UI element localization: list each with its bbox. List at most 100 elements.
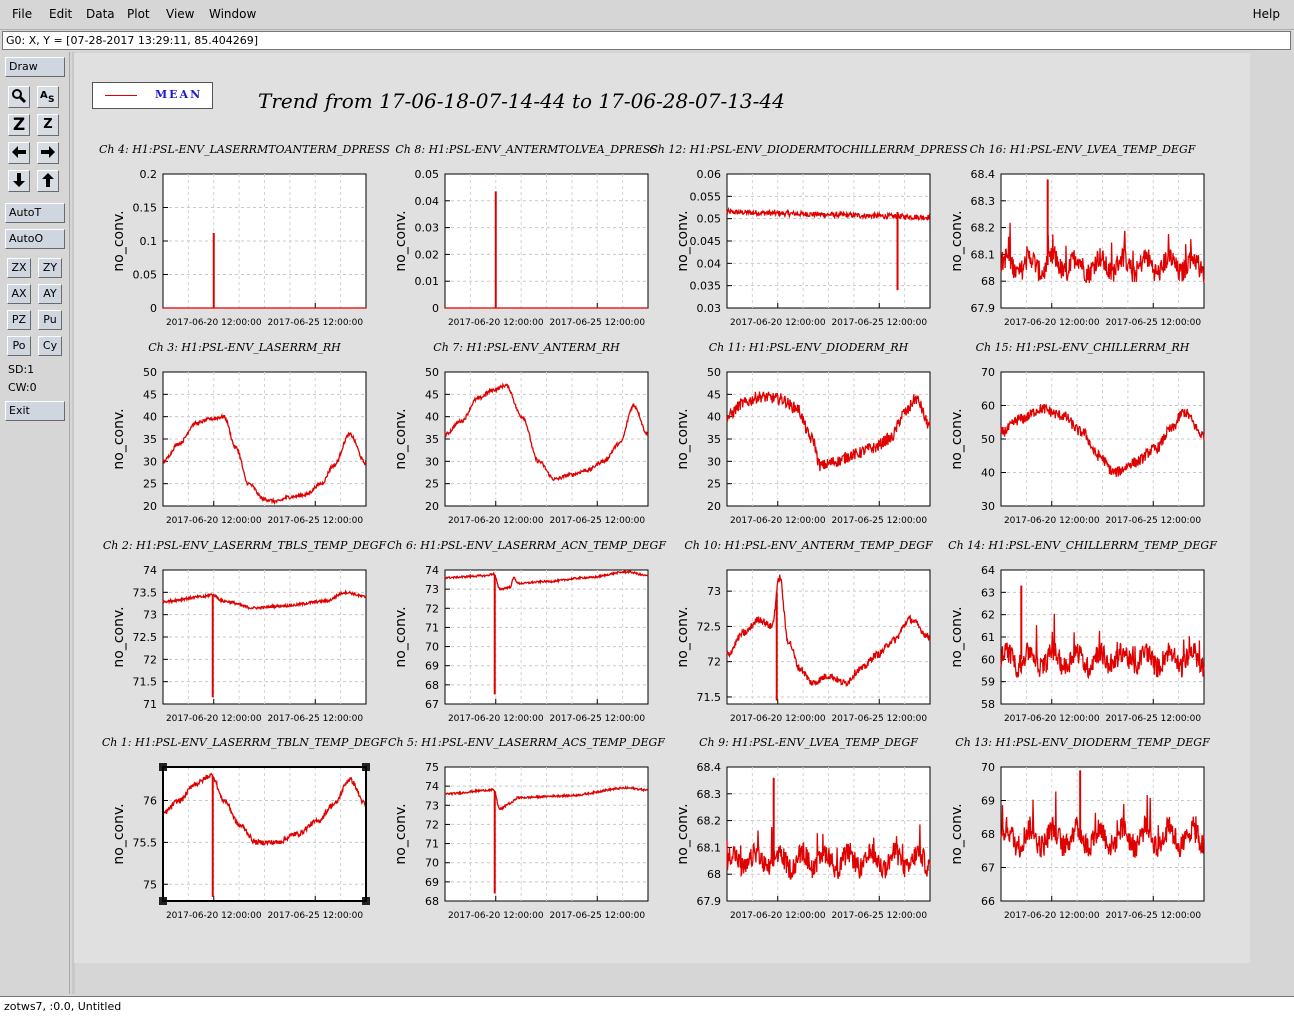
y-axis-label: no_conv.	[111, 803, 127, 864]
y-tick-label: 0.04	[415, 195, 440, 208]
y-tick-label: 0.05	[415, 168, 440, 181]
sd-label: SD:1	[8, 363, 35, 376]
trend-plot-4[interactable]: 67.9 68 68.1 68.2 68.3 68.4 2017-06-20 12:00:0…	[949, 143, 1205, 328]
trend-plot-9[interactable]: 71 71.5 72 72.5 73 73.5 74 2017-06-20 12:00:00 2…	[103, 539, 387, 724]
y-tick-label: 25	[707, 478, 721, 491]
cursor-status-line: G0: X, Y = [07-28-2017 13:29:11, 85.4042…	[2, 31, 1291, 50]
cy-button[interactable]: Cy	[38, 336, 62, 356]
x-tick-label: 2017-06-25 12:00:00	[267, 318, 363, 328]
menu-data[interactable]: Data	[86, 7, 115, 21]
trend-plot-3[interactable]: 0.03 0.035 0.04 0.045 0.05 0.055 0.06 2017-06-2…	[649, 143, 968, 328]
panel-divider[interactable]	[72, 52, 75, 994]
y-tick-label: 25	[425, 478, 439, 491]
plot-title: Ch 6: H1:PSL-ENV_LASERRM_ACN_TEMP_DEGF	[387, 539, 666, 552]
trend-plot-15[interactable]: 67.9 68 68.1 68.2 68.3 68.4 2017-06-20 12:00:0…	[675, 736, 931, 921]
y-axis-label: no_conv.	[393, 408, 409, 469]
y-tick-label: 50	[143, 366, 157, 379]
legend-label: MEAN	[155, 88, 203, 101]
magnify-icon[interactable]	[8, 86, 30, 108]
arrow-down-icon[interactable]	[8, 170, 30, 192]
series-line-mean	[726, 391, 931, 472]
zy-button[interactable]: ZY	[38, 258, 62, 278]
y-tick-label: 45	[707, 388, 721, 401]
autot-button[interactable]: AutoT	[5, 203, 65, 223]
ay-button[interactable]: AY	[38, 284, 62, 304]
trend-plot-7[interactable]: 20 25 30 35 40 45 50 2017-06-20 12:00:00 2017-06…	[675, 341, 931, 526]
plot-title: Ch 7: H1:PSL-ENV_ANTERM_RH	[433, 341, 620, 354]
y-axis-label: no_conv.	[675, 803, 691, 864]
arrow-right-icon[interactable]	[37, 142, 59, 164]
plot-title: Ch 5: H1:PSL-ENV_LASERRM_ACS_TEMP_DEGF	[388, 736, 665, 749]
plot-title: Ch 16: H1:PSL-ENV_LVEA_TEMP_DEGF	[970, 143, 1196, 156]
y-tick-label: 30	[425, 455, 439, 468]
menu-window[interactable]: Window	[209, 7, 257, 21]
y-tick-label: 75	[143, 878, 157, 891]
pz-button[interactable]: PZ	[7, 310, 31, 330]
y-tick-label: 0.045	[690, 235, 722, 248]
trend-plot-14[interactable]: 68 69 70 71 72 73 74 75 2017-06-20 12:00:00 2017-…	[388, 736, 665, 921]
trend-plot-6[interactable]: 20 25 30 35 40 45 50 2017-06-20 12:00:00 2017-06…	[393, 341, 649, 526]
zoom-big-icon[interactable]: Z	[8, 114, 30, 136]
y-tick-label: 59	[981, 676, 995, 689]
y-tick-label: 69	[981, 795, 995, 808]
x-tick-label: 2017-06-20 12:00:00	[448, 516, 544, 526]
y-axis-label: no_conv.	[393, 803, 409, 864]
x-tick-label: 2017-06-20 12:00:00	[730, 714, 826, 724]
series-line-mean	[162, 589, 366, 611]
menu-edit[interactable]: Edit	[49, 7, 73, 21]
menu-view[interactable]: View	[166, 7, 195, 21]
y-tick-label: 70	[981, 761, 995, 774]
y-tick-label: 0.01	[415, 275, 440, 288]
zoom-small-icon[interactable]: Z	[37, 114, 59, 136]
x-tick-label: 2017-06-20 12:00:00	[448, 911, 544, 921]
trend-plot-2[interactable]: 0 0.01 0.02 0.03 0.04 0.05 2017-06-20 12:00:00…	[393, 143, 658, 328]
autoo-button[interactable]: AutoO	[5, 229, 65, 249]
trend-plot-5[interactable]: 20 25 30 35 40 45 50 2017-06-20 12:00:00 2017-06…	[111, 341, 367, 526]
menu-file[interactable]: File	[12, 7, 33, 21]
plot-title: Ch 15: H1:PSL-ENV_CHILLERRM_RH	[976, 341, 1190, 354]
y-tick-label: 60	[981, 653, 995, 666]
trend-plot-12[interactable]: 58 59 60 61 62 63 64 2017-06-20 12:00:00 2017-06…	[948, 539, 1217, 724]
plot-title: Ch 2: H1:PSL-ENV_LASERRM_TBLS_TEMP_DEGF	[103, 539, 387, 552]
legend-line-swatch	[105, 95, 137, 96]
trend-plot-8[interactable]: 30 40 50 60 70 2017-06-20 12:00:00 2017-06-25 …	[949, 341, 1205, 526]
y-tick-label: 68.4	[697, 761, 722, 774]
bottom-status-bar: zotws7, :0.0, Untitled	[0, 996, 1294, 1018]
trend-plot-16[interactable]: 66 67 68 69 70 2017-06-20 12:00:00 2017-06-25 …	[949, 736, 1210, 921]
x-tick-label: 2017-06-20 12:00:00	[730, 516, 826, 526]
trend-plot-10[interactable]: 67 68 69 70 71 72 73 74 2017-06-20 12:00:00 2017-…	[387, 539, 666, 724]
zx-button[interactable]: ZX	[7, 258, 31, 278]
trend-plot-13[interactable]: 75 75.5 76 2017-06-20 12:00:00 2017-06-25 12…	[102, 736, 388, 921]
x-tick-label: 2017-06-20 12:00:00	[1004, 714, 1100, 724]
pu-button[interactable]: Pu	[38, 310, 62, 330]
po-button[interactable]: Po	[7, 336, 31, 356]
draw-button[interactable]: Draw	[5, 57, 65, 77]
y-tick-label: 35	[707, 433, 721, 446]
trend-plot-1[interactable]: 0 0.05 0.1 0.15 0.2 2017-06-20 12:00:00 2017-0…	[99, 143, 390, 328]
menu-plot[interactable]: Plot	[127, 7, 150, 21]
svg-text:S: S	[48, 95, 54, 105]
trend-plot-11[interactable]: 71.5 72 72.5 73 2017-06-20 12:00:00 2017-06-2…	[675, 539, 933, 724]
ax-button[interactable]: AX	[7, 284, 31, 304]
arrow-left-icon[interactable]	[8, 142, 30, 164]
arrow-up-icon[interactable]	[37, 170, 59, 192]
plot-title: Ch 10: H1:PSL-ENV_ANTERM_TEMP_DEGF	[684, 539, 933, 552]
selection-outline	[162, 766, 367, 902]
y-tick-label: 75.5	[133, 836, 158, 849]
y-tick-label: 0.04	[697, 257, 722, 270]
y-tick-label: 75	[425, 761, 439, 774]
menu-help[interactable]: Help	[1252, 7, 1280, 21]
exit-button[interactable]: Exit	[5, 401, 65, 421]
plot-title: Ch 14: H1:PSL-ENV_CHILLERRM_TEMP_DEGF	[948, 539, 1217, 552]
y-tick-label: 63	[981, 586, 995, 599]
y-tick-label: 45	[425, 388, 439, 401]
y-axis-label: no_conv.	[949, 408, 965, 469]
main-title: Trend from 17-06-18-07-14-44 to 17-06-28…	[258, 89, 785, 113]
y-tick-label: 71.5	[133, 676, 158, 689]
x-tick-label: 2017-06-25 12:00:00	[1105, 516, 1201, 526]
x-tick-label: 2017-06-25 12:00:00	[831, 911, 927, 921]
y-tick-label: 68.1	[697, 841, 722, 854]
y-tick-label: 74	[143, 564, 157, 577]
